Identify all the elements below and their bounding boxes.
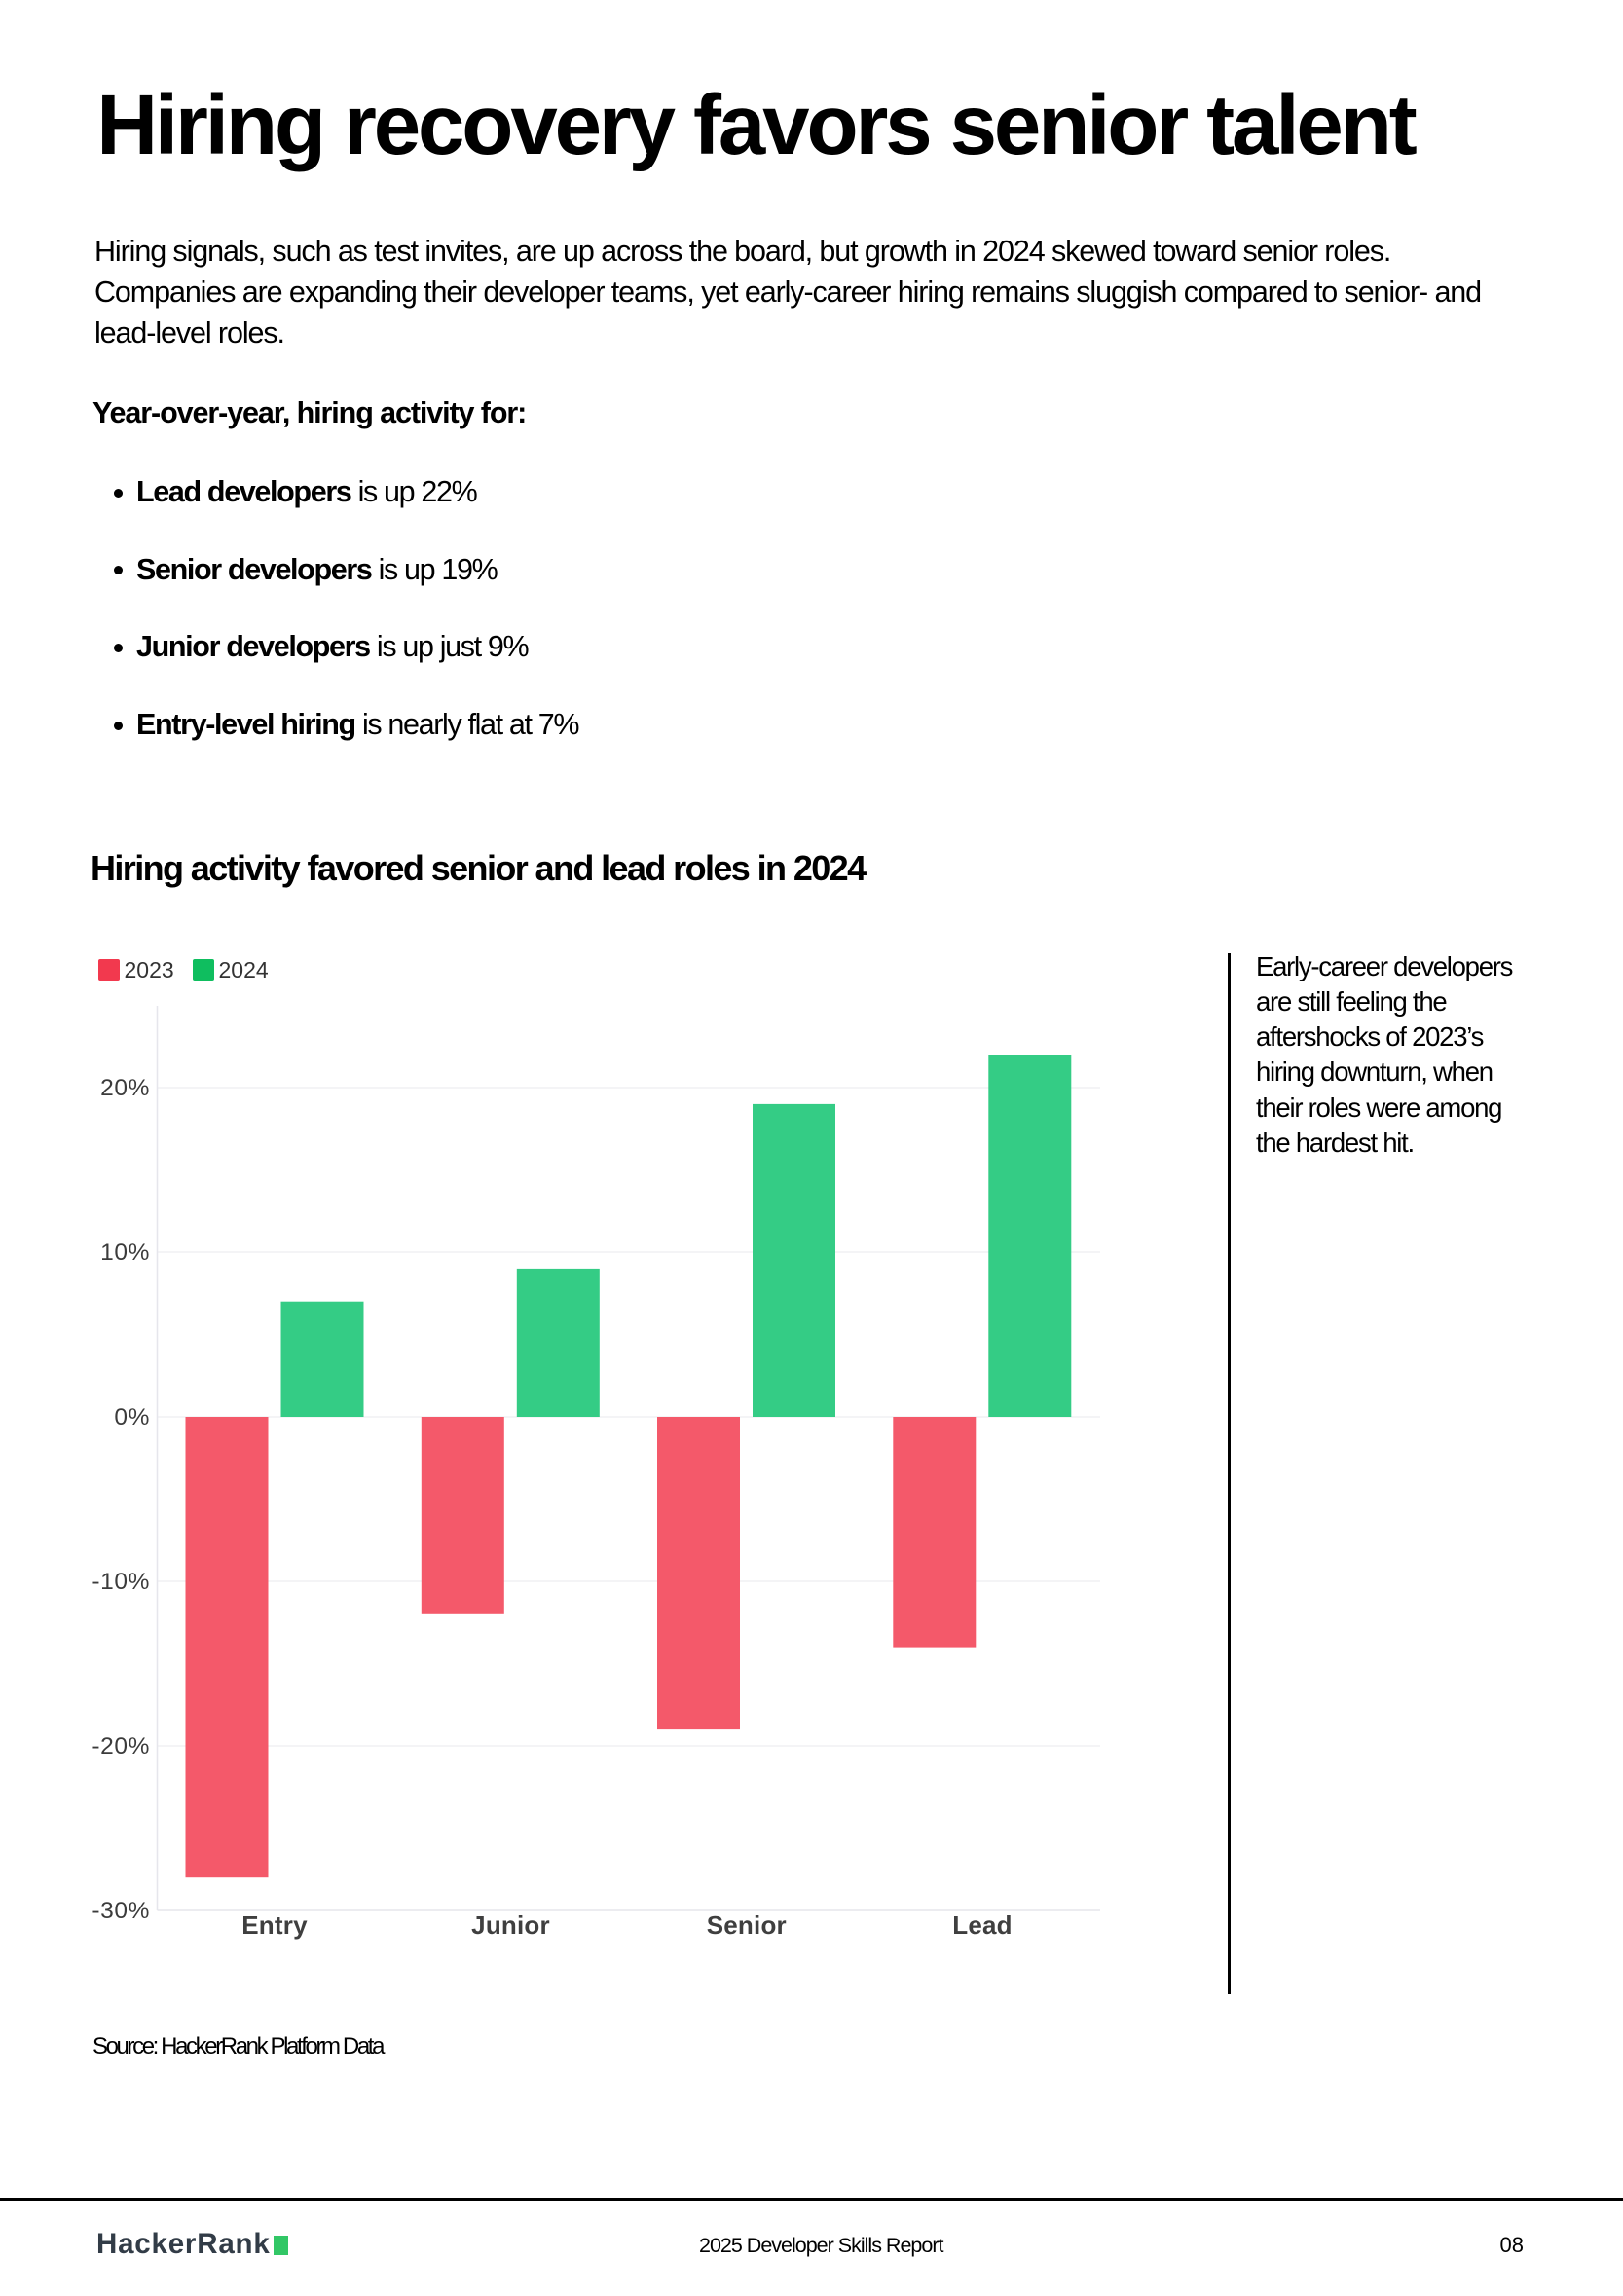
svg-text:Junior: Junior [471,1910,550,1940]
svg-text:-30%: -30% [92,1898,150,1924]
svg-text:Lead: Lead [952,1910,1012,1940]
svg-text:Entry: Entry [241,1910,308,1940]
svg-text:Senior: Senior [707,1910,787,1940]
svg-text:-20%: -20% [92,1733,150,1759]
svg-text:20%: 20% [100,1075,150,1101]
svg-text:-10%: -10% [92,1569,150,1595]
svg-text:10%: 10% [100,1240,150,1266]
svg-text:2024: 2024 [219,957,269,982]
svg-text:0%: 0% [114,1404,150,1430]
svg-text:2023: 2023 [125,957,174,982]
